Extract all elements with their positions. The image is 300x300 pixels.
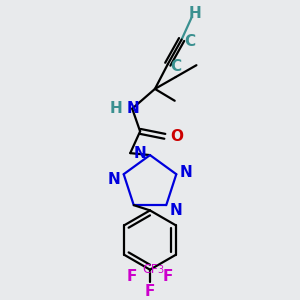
Text: 3: 3	[157, 265, 163, 275]
Text: CF: CF	[142, 263, 158, 276]
Text: H: H	[110, 101, 122, 116]
Text: N: N	[107, 172, 120, 187]
Text: N: N	[180, 165, 193, 180]
Text: N: N	[170, 202, 182, 217]
Text: N: N	[134, 146, 146, 160]
Text: F: F	[127, 269, 137, 284]
Text: H: H	[189, 6, 202, 21]
Text: F: F	[163, 269, 173, 284]
Text: N: N	[127, 101, 140, 116]
Text: O: O	[170, 129, 183, 144]
Text: C: C	[184, 34, 195, 49]
Text: F: F	[145, 284, 155, 299]
Text: C: C	[170, 59, 181, 74]
